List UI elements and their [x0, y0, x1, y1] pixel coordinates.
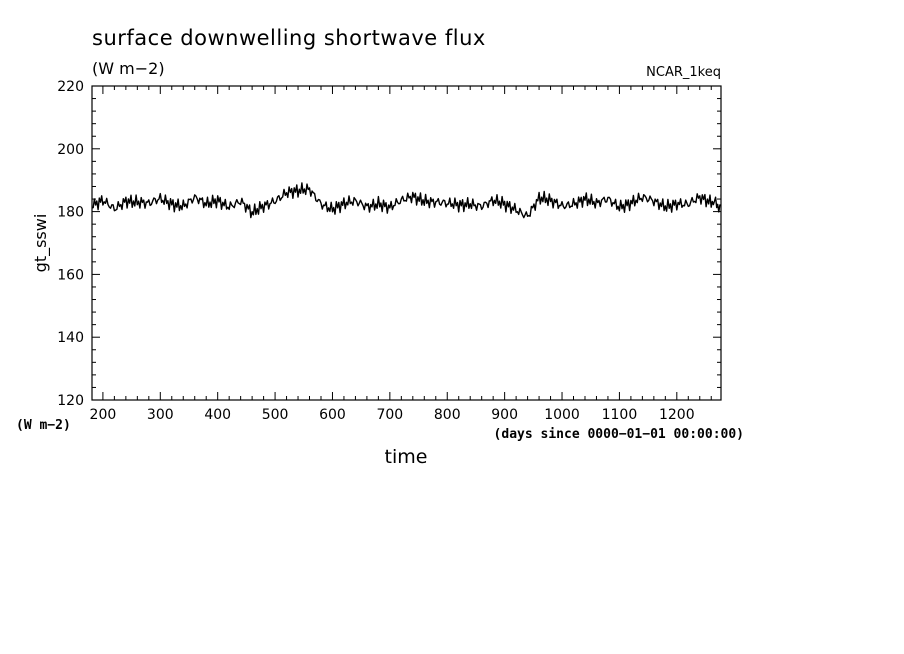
y-tick-label: 200 [57, 142, 84, 158]
x-tick-label: 500 [262, 407, 289, 423]
series-line-gt-sswi [91, 182, 722, 219]
y-tick-label: 120 [57, 393, 84, 409]
x-tick-label: 700 [376, 407, 403, 423]
x-tick-label: 600 [319, 407, 346, 423]
x-tick-label: 1000 [544, 407, 580, 423]
y-axis-title: gt_sswi [31, 214, 51, 273]
x-tick-label: 1100 [602, 407, 638, 423]
x-tick-label: 200 [90, 407, 117, 423]
y-tick-label: 140 [57, 330, 84, 346]
y-axis: 120 140 160 180 200 220 [57, 79, 721, 409]
x-unit-note: (days since 0000−01−01 00:00:00) [494, 427, 744, 442]
y-unit-note: (W m−2) [16, 418, 71, 433]
chart-title: surface downwelling shortwave flux [92, 26, 486, 50]
x-axis-title: time [385, 446, 428, 468]
x-tick-label: 800 [434, 407, 461, 423]
run-tag: NCAR_1keq [646, 65, 721, 80]
x-tick-label: 400 [204, 407, 231, 423]
x-tick-label: 1200 [659, 407, 695, 423]
y-tick-label: 180 [57, 205, 84, 221]
x-axis: 200 300 400 500 600 700 800 900 1000 1100 1200 [90, 86, 712, 423]
plot-frame [91, 85, 722, 401]
y-tick-label: 220 [57, 79, 84, 95]
x-tick-label: 900 [491, 407, 518, 423]
x-tick-label: 300 [147, 407, 174, 423]
chart-units: (W m−2) [92, 59, 165, 78]
y-tick-label: 160 [57, 267, 84, 283]
